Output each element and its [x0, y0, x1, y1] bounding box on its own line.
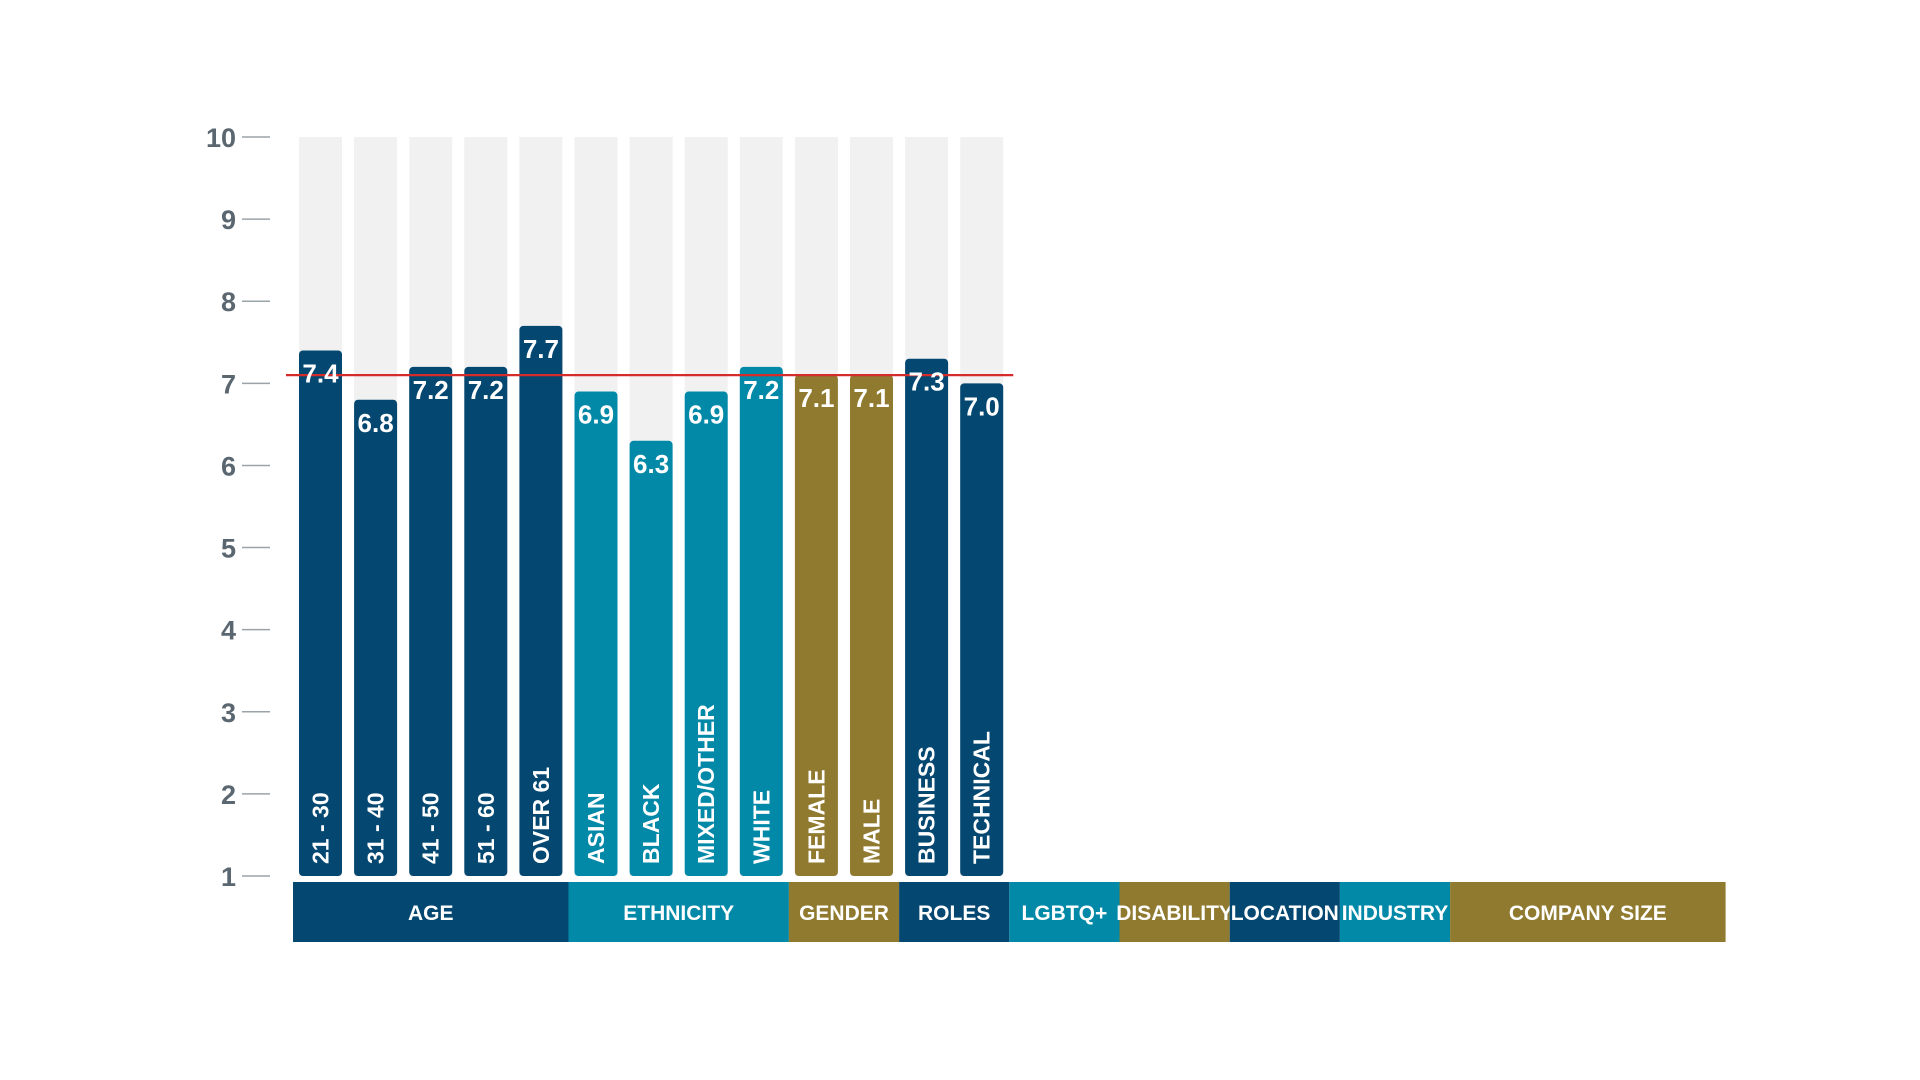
bar — [299, 350, 342, 876]
bar-category-label: OVER 61 — [528, 767, 554, 864]
bar-value-label: 7.2 — [413, 375, 449, 405]
bar-category-label: ASIAN — [583, 792, 609, 864]
group-band-label: LOCATION — [1231, 902, 1339, 925]
bar — [960, 383, 1004, 876]
group-band-label: ETHNICITY — [623, 902, 734, 925]
bar — [409, 366, 453, 876]
bar — [464, 366, 508, 876]
y-tick-label: 2 — [221, 780, 236, 810]
group-band — [568, 882, 789, 942]
bar — [354, 399, 398, 876]
bar-category-label: FEMALE — [803, 769, 829, 864]
bar-category-label: TECHNICAL — [969, 731, 995, 864]
y-tick-label: 4 — [221, 616, 236, 646]
bars — [299, 325, 1004, 876]
bar — [794, 375, 838, 876]
bar-value-label: 7.2 — [743, 375, 779, 405]
y-tick-label: 7 — [221, 369, 236, 399]
bar-category-label: MIXED/OTHER — [693, 704, 719, 864]
group-band-label: LGBTQ+ — [1022, 902, 1108, 925]
bar — [739, 366, 783, 876]
bar-category-label: 31 - 40 — [363, 792, 389, 864]
y-tick-label: 6 — [221, 451, 236, 481]
group-band — [1229, 882, 1340, 942]
bar-value-label: 7.4 — [302, 358, 339, 388]
bar — [574, 391, 618, 876]
bar-category-label: WHITE — [748, 790, 774, 864]
bar-value-label: 6.8 — [358, 408, 394, 438]
y-tick-label: 3 — [221, 698, 236, 728]
group-band — [1339, 882, 1451, 942]
group-band-label: DISABILITY — [1116, 902, 1233, 925]
bar — [850, 375, 893, 876]
bar-category-label: BUSINESS — [914, 746, 940, 864]
group-band-label: INDUSTRY — [1342, 902, 1449, 925]
bar — [519, 325, 563, 876]
group-band — [788, 882, 900, 942]
y-tick-label: 10 — [206, 123, 236, 153]
y-tick-label: 5 — [221, 534, 236, 564]
bar-labels: 7.4 21 - 30 6.8 31 - 40 7.2 41 - 50 7.2 51 - 60… — [302, 334, 999, 864]
bar — [905, 358, 949, 876]
y-tick-label: 1 — [221, 862, 236, 892]
bar-value-label: 6.9 — [578, 400, 614, 430]
group-band — [899, 882, 1010, 942]
bar-value-label: 6.3 — [633, 449, 669, 479]
group-band — [293, 882, 569, 942]
group-band — [1009, 882, 1120, 942]
bar-category-label: 41 - 50 — [418, 792, 444, 864]
bar-category-label: MALE — [859, 799, 885, 864]
bar-value-label: 7.2 — [468, 375, 504, 405]
bar-value-label: 7.7 — [523, 334, 559, 364]
bar-value-label: 7.3 — [909, 367, 945, 397]
group-band-label: ROLES — [918, 902, 990, 925]
bar-value-label: 7.0 — [964, 391, 1000, 421]
bar-value-label: 6.9 — [688, 400, 724, 430]
group-band-label: COMPANY SIZE — [1509, 902, 1667, 925]
y-tick-label: 9 — [221, 205, 236, 235]
bar-category-label: BLACK — [638, 783, 664, 864]
bar-value-label: 7.1 — [853, 383, 889, 413]
bar-category-label: 51 - 60 — [473, 792, 499, 864]
group-band-label: AGE — [408, 902, 454, 925]
category-group-bands: AGE ETHNICITY GENDER ROLES LGBTQ+ DISABILITYL… — [293, 882, 1726, 942]
bar-value-label: 7.1 — [798, 383, 834, 413]
group-band-label: GENDER — [799, 902, 889, 925]
bar-category-label: 21 - 30 — [308, 792, 334, 864]
group-band — [1119, 882, 1230, 942]
bar — [629, 440, 673, 876]
y-tick-label: 8 — [221, 287, 236, 317]
y-axis: 1 2 3 4 5 6 7 8 9 10 — [206, 123, 270, 892]
group-band — [1450, 882, 1726, 942]
bar — [684, 391, 728, 876]
